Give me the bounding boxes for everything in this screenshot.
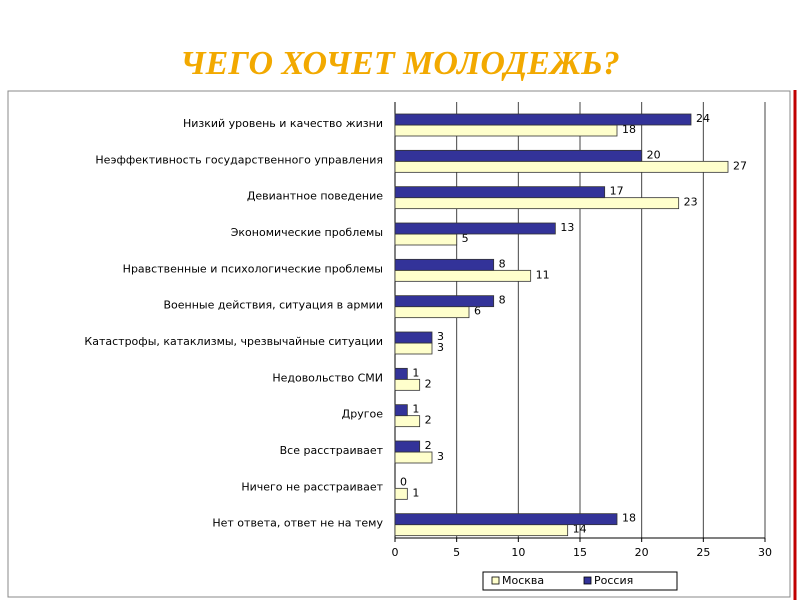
bar	[394, 160, 729, 173]
x-tick-label: 5	[453, 546, 460, 559]
y-tick-label: Неэффективность государственного управле…	[95, 153, 383, 166]
x-tick-label: 15	[573, 546, 587, 559]
bar	[394, 451, 433, 464]
bar	[394, 487, 408, 500]
data-label: 27	[733, 159, 747, 172]
data-label: 2	[425, 439, 432, 452]
legend-label: Россия	[594, 574, 633, 587]
bar	[394, 367, 408, 380]
data-label: 18	[622, 512, 636, 525]
data-label: 1	[412, 403, 419, 416]
legend-box	[482, 571, 678, 591]
data-label: 18	[622, 123, 636, 136]
data-label: 8	[499, 294, 506, 307]
data-label: 3	[437, 330, 444, 343]
legend-label: Москва	[502, 574, 544, 587]
bar	[394, 295, 495, 308]
bar	[394, 113, 692, 126]
y-tick-label: Низкий уровень и качество жизни	[183, 117, 383, 130]
bar	[394, 513, 618, 526]
data-label: 3	[437, 341, 444, 354]
bar	[394, 233, 458, 246]
data-label: 17	[610, 185, 624, 198]
bar	[394, 149, 643, 162]
data-label: 6	[474, 305, 481, 318]
bar	[394, 378, 421, 391]
x-tick-label: 0	[392, 546, 399, 559]
x-tick-label: 20	[635, 546, 649, 559]
data-label: 23	[684, 196, 698, 209]
bar	[394, 404, 408, 417]
data-label: 8	[499, 257, 506, 270]
data-label: 3	[437, 450, 444, 463]
x-tick-label: 10	[511, 546, 525, 559]
bar	[394, 197, 680, 210]
data-label: 14	[573, 523, 587, 536]
bar	[394, 258, 495, 271]
bar	[394, 331, 433, 344]
legend-swatch	[583, 576, 592, 585]
bar	[394, 524, 569, 537]
y-tick-label: Ничего не расстраивает	[241, 480, 383, 493]
bar	[394, 222, 556, 235]
bar	[394, 186, 606, 199]
chart-title: ЧЕГО ХОЧЕТ МОЛОДЕЖЬ?	[180, 45, 619, 82]
y-tick-label: Девиантное поведение	[247, 190, 383, 203]
data-label: 13	[560, 221, 574, 234]
bar	[394, 124, 618, 137]
y-tick-label: Экономические проблемы	[231, 226, 383, 239]
y-tick-label: Военные действия, ситуация в армии	[163, 299, 383, 312]
data-label: 1	[412, 366, 419, 379]
bar	[394, 306, 470, 319]
y-tick-label: Другое	[342, 408, 384, 421]
bar	[394, 440, 421, 453]
legend-swatch	[491, 576, 500, 585]
data-label: 2	[425, 414, 432, 427]
y-tick-label: Нет ответа, ответ не на тему	[212, 517, 383, 530]
data-label: 5	[462, 232, 469, 245]
data-label: 20	[647, 148, 661, 161]
y-tick-label: Недовольство СМИ	[272, 371, 383, 384]
x-tick-label: 25	[696, 546, 710, 559]
y-tick-label: Все расстраивает	[280, 444, 384, 457]
y-tick-label: Нравственные и психологические проблемы	[123, 262, 383, 275]
data-label: 24	[696, 112, 710, 125]
data-label: 1	[412, 486, 419, 499]
data-label: 2	[425, 377, 432, 390]
bar	[394, 415, 421, 428]
data-label: 0	[400, 475, 407, 488]
bar	[394, 342, 433, 355]
x-tick-label: 30	[758, 546, 772, 559]
data-label: 11	[536, 268, 550, 281]
bar	[394, 269, 532, 282]
y-tick-label: Катастрофы, катаклизмы, чрезвычайные сит…	[84, 335, 383, 348]
